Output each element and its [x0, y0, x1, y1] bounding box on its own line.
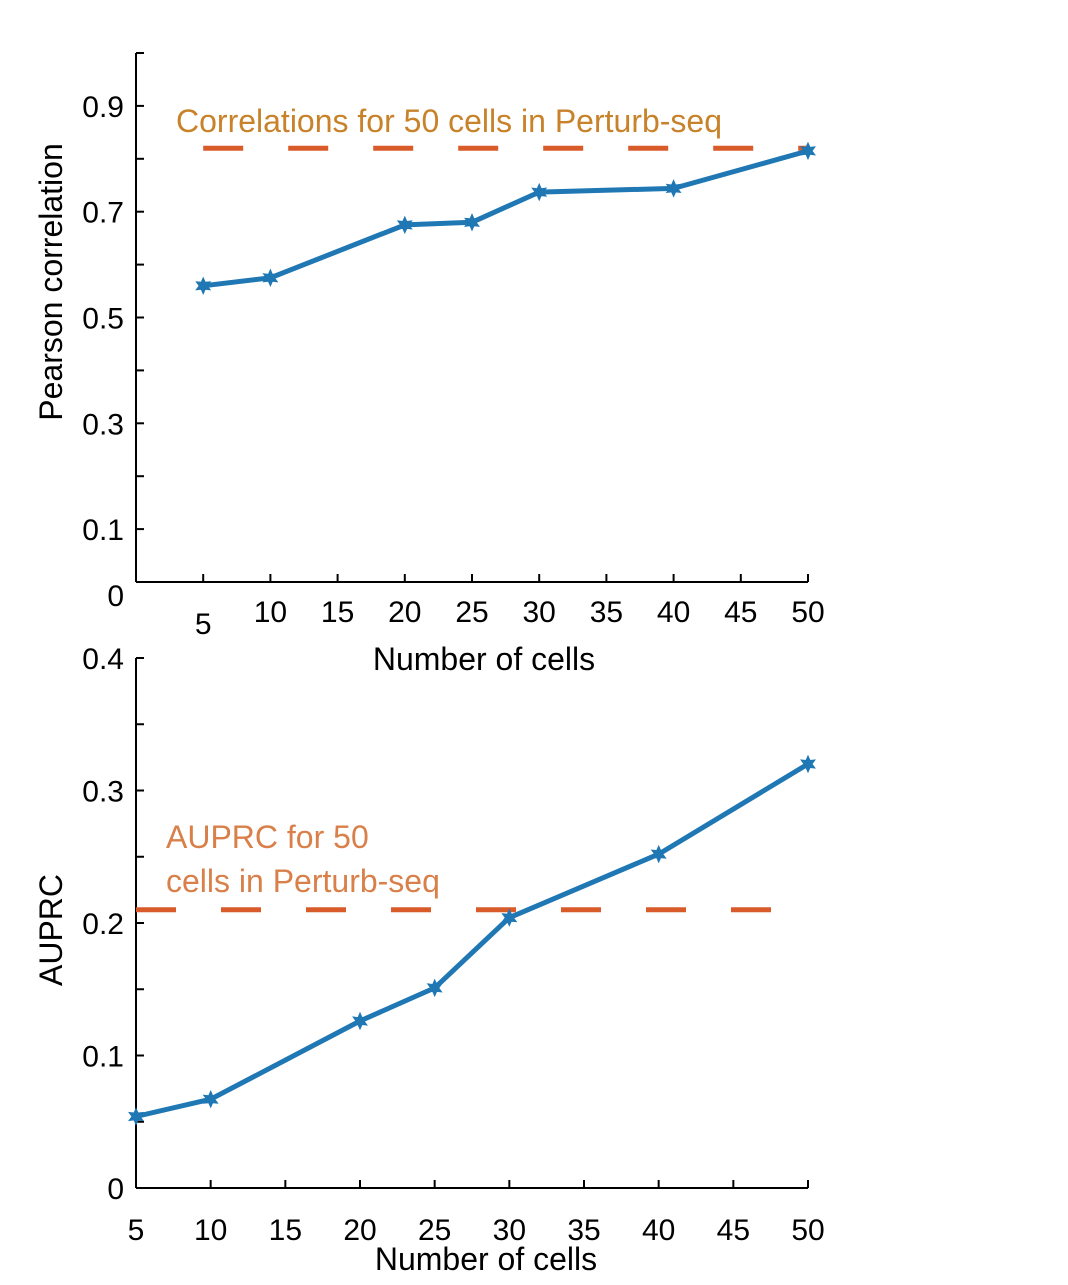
auprc-x-tick-label: 20: [343, 1214, 376, 1247]
pearson-x-axis-label: Number of cells: [373, 641, 595, 677]
auprc-data-point: [800, 754, 816, 774]
pearson-x-tick-label: 15: [321, 596, 354, 629]
pearson-x-tick-label: 45: [724, 596, 757, 629]
auprc-data-point: [501, 908, 518, 927]
pearson-y-axis-label: Pearson correlation: [33, 143, 69, 420]
pearson-data-point: [665, 179, 682, 198]
auprc-data-point: [426, 978, 443, 998]
auprc-panel: 0 0.1 0.2 0.3 0.4 5 10 15 20 25 30 35 40 45 50 AUPRC N…: [33, 643, 825, 1277]
auprc-y-tick-label: 0.2: [82, 908, 124, 941]
pearson-correlation-panel: 0.1 0.3 0.5 0.7 0.9 0 5 10 15 20 25 30 35 40 45 50 Pear…: [33, 52, 825, 677]
pearson-x-tick-label: 40: [657, 596, 690, 629]
pearson-y-tick-label: 0.7: [82, 197, 124, 230]
auprc-annotation-line: cells in Perturb-seq: [166, 863, 440, 899]
auprc-x-tick-label: 15: [269, 1214, 302, 1247]
pearson-data-point: [262, 268, 279, 288]
pearson-series-line: [202, 148, 809, 289]
auprc-series-line: [135, 761, 810, 1119]
auprc-y-tick-label: 0.1: [82, 1041, 124, 1074]
auprc-x-tick-label: 35: [567, 1214, 600, 1247]
auprc-y-tick-label: 0: [107, 1173, 124, 1206]
pearson-x-tick-label: 50: [791, 596, 824, 629]
pearson-data-point: [531, 182, 548, 202]
auprc-x-tick-label: 25: [418, 1214, 451, 1247]
pearson-data-point: [800, 141, 816, 161]
auprc-data-point: [202, 1089, 219, 1109]
pearson-y-tick-label: 0.1: [82, 514, 124, 547]
auprc-data-point: [128, 1107, 144, 1126]
pearson-x-tick-label: 25: [455, 596, 488, 629]
pearson-y-tick-label: 0.9: [82, 91, 124, 124]
pearson-data-point: [195, 276, 212, 296]
auprc-x-tick-label: 40: [642, 1214, 675, 1247]
pearson-data-point: [396, 215, 413, 235]
pearson-y-zero-label: 0: [107, 580, 124, 613]
auprc-x-tick-label: 5: [128, 1214, 145, 1247]
auprc-axes: 0 0.1 0.2 0.3 0.4 5 10 15 20 25 30 35 40 45 50: [82, 643, 824, 1247]
pearson-x-tick-label: 5: [195, 608, 212, 641]
pearson-y-tick-label: 0.5: [82, 303, 124, 336]
pearson-data-point: [464, 213, 480, 232]
auprc-y-tick-label: 0.3: [82, 776, 124, 809]
auprc-x-tick-label: 30: [493, 1214, 526, 1247]
pearson-axes: 0.1 0.3 0.5 0.7 0.9 0 5 10 15 20 25 30 35 40 45 50: [82, 52, 825, 641]
auprc-x-tick-label: 10: [194, 1214, 227, 1247]
pearson-x-tick-label: 20: [388, 596, 421, 629]
pearson-y-tick-label: 0.3: [82, 408, 124, 441]
auprc-x-axis-label: Number of cells: [375, 1241, 597, 1277]
auprc-data-point: [650, 844, 667, 864]
auprc-data-point: [352, 1011, 368, 1031]
auprc-y-axis-label: AUPRC: [33, 874, 69, 986]
pearson-x-tick-label: 10: [254, 596, 287, 629]
auprc-y-tick-label: 0.4: [82, 643, 124, 676]
pearson-x-tick-label: 35: [590, 596, 623, 629]
auprc-annotation-line: AUPRC for 50: [166, 819, 369, 855]
auprc-x-tick-label: 50: [791, 1214, 824, 1247]
auprc-x-tick-label: 45: [717, 1214, 750, 1247]
pearson-annotation-line: Correlations for 50 cells in Perturb-seq: [176, 103, 722, 139]
pearson-x-tick-label: 30: [523, 596, 556, 629]
